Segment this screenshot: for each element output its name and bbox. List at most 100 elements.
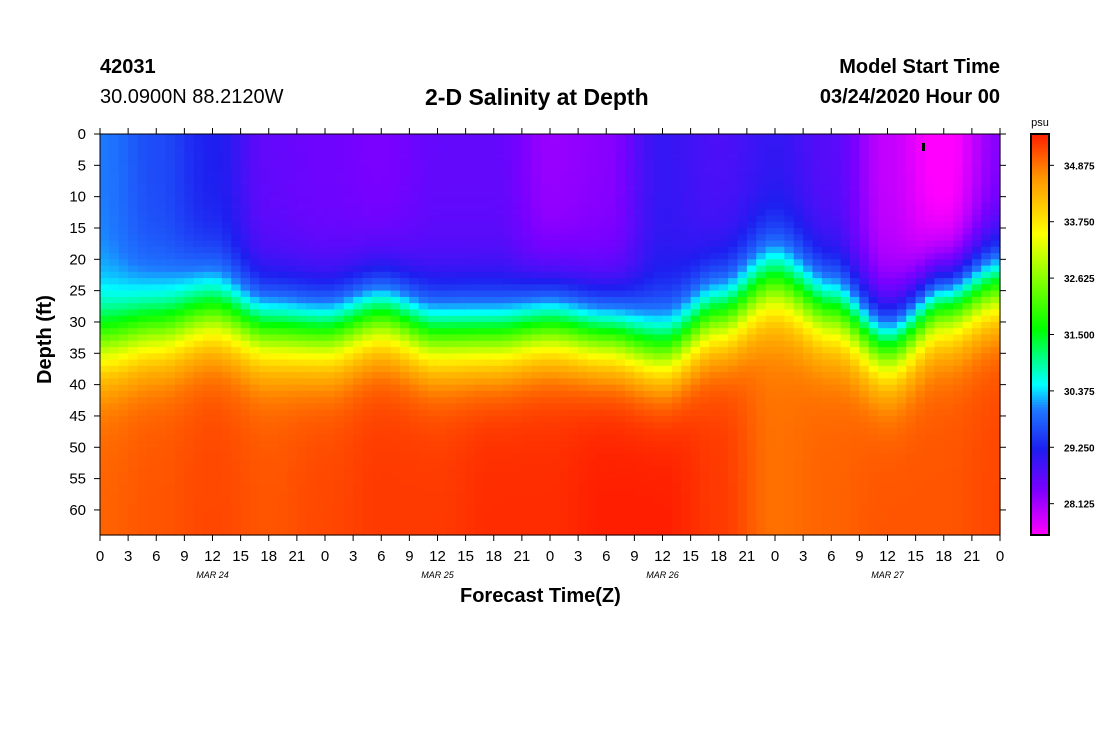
heatmap-cell — [690, 397, 701, 405]
heatmap-cell — [315, 347, 326, 354]
heatmap-cell — [315, 491, 326, 499]
heatmap-cell — [775, 409, 785, 417]
heatmap-cell — [587, 397, 598, 405]
heatmap-cell — [728, 384, 739, 392]
heatmap-cell — [587, 190, 598, 198]
heatmap-cell — [550, 184, 560, 191]
heatmap-cell — [456, 503, 467, 511]
heatmap-cell — [278, 152, 289, 160]
heatmap-cell — [559, 278, 570, 285]
heatmap-cell — [634, 265, 645, 273]
heatmap-cell — [446, 221, 457, 229]
heatmap-cell — [221, 202, 232, 210]
heatmap-cell — [728, 422, 739, 430]
heatmap-cell — [240, 522, 251, 530]
heatmap-cell — [784, 453, 795, 461]
heatmap-cell — [268, 171, 279, 179]
heatmap-cell — [475, 290, 485, 298]
heatmap-cell — [531, 359, 542, 367]
heatmap-cell — [465, 478, 476, 486]
heatmap-cell — [690, 415, 701, 423]
heatmap-cell — [409, 177, 420, 185]
heatmap-cell — [193, 491, 204, 499]
heatmap-cell — [662, 503, 673, 511]
heatmap-cell — [550, 466, 560, 473]
heatmap-cell — [728, 478, 739, 486]
heatmap-cell — [821, 459, 832, 467]
heatmap-cell — [559, 334, 570, 342]
heatmap-cell — [203, 290, 214, 298]
heatmap-cell — [775, 184, 785, 191]
heatmap-cell — [756, 309, 767, 317]
heatmap-cell — [165, 253, 176, 260]
heatmap-cell — [353, 390, 364, 398]
heatmap-cell — [137, 159, 148, 166]
heatmap-cell — [671, 234, 682, 242]
heatmap-cell — [409, 171, 420, 179]
heatmap-cell — [493, 447, 504, 455]
heatmap-cell — [315, 271, 326, 279]
heatmap-cell — [568, 491, 579, 499]
heatmap-cell — [756, 202, 767, 210]
heatmap-cell — [446, 246, 457, 254]
heatmap-cell — [381, 397, 392, 405]
heatmap-cell — [587, 290, 598, 298]
heatmap-cell — [240, 516, 251, 524]
heatmap-cell — [587, 227, 598, 235]
heatmap-cell — [128, 415, 139, 423]
heatmap-cell — [625, 221, 635, 229]
heatmap-cell — [568, 202, 579, 210]
heatmap-cell — [278, 403, 289, 411]
heatmap-cell — [165, 459, 176, 467]
heatmap-cell — [690, 209, 701, 217]
heatmap-cell — [578, 184, 589, 191]
heatmap-cell — [428, 372, 439, 379]
heatmap-cell — [634, 415, 645, 423]
heatmap-cell — [728, 221, 739, 229]
heatmap-cell — [287, 196, 298, 204]
heatmap-cell — [221, 528, 232, 536]
heatmap-cell — [250, 221, 260, 229]
heatmap-cell — [100, 422, 110, 430]
heatmap-cell — [625, 328, 635, 336]
heatmap-cell — [540, 303, 551, 311]
heatmap-cell — [353, 259, 364, 267]
heatmap-cell — [812, 159, 823, 166]
heatmap-cell — [484, 428, 495, 436]
heatmap-cell — [578, 422, 589, 430]
heatmap-cell — [137, 347, 148, 354]
heatmap-cell — [325, 234, 335, 242]
heatmap-cell — [100, 303, 110, 311]
heatmap-cell — [175, 265, 185, 273]
heatmap-cell — [250, 528, 260, 536]
heatmap-cell — [775, 265, 785, 273]
heatmap-cell — [156, 171, 167, 179]
heatmap-cell — [690, 259, 701, 267]
heatmap-cell — [231, 146, 242, 154]
heatmap-cell — [690, 321, 701, 329]
heatmap-cell — [362, 359, 373, 367]
heatmap-cell — [268, 409, 279, 417]
heatmap-cell — [418, 509, 429, 517]
heatmap-cell — [784, 516, 795, 524]
heatmap-cell — [184, 334, 195, 342]
heatmap-cell — [503, 403, 514, 411]
heatmap-cell — [221, 140, 232, 148]
heatmap-cell — [128, 265, 139, 273]
heatmap-cell — [718, 184, 729, 191]
heatmap-cell — [446, 372, 457, 379]
heatmap-cell — [128, 459, 139, 467]
heatmap-cell — [700, 140, 710, 148]
heatmap-cell — [400, 246, 410, 254]
heatmap-cell — [400, 240, 410, 248]
heatmap-cell — [146, 434, 157, 442]
heatmap-cell — [315, 253, 326, 260]
heatmap-cell — [756, 221, 767, 229]
heatmap-cell — [259, 278, 270, 285]
heatmap-cell — [268, 259, 279, 267]
heatmap-cell — [390, 441, 401, 448]
heatmap-cell — [381, 434, 392, 442]
heatmap-cell — [325, 491, 335, 499]
heatmap-cell — [540, 459, 551, 467]
heatmap-cell — [521, 378, 532, 386]
